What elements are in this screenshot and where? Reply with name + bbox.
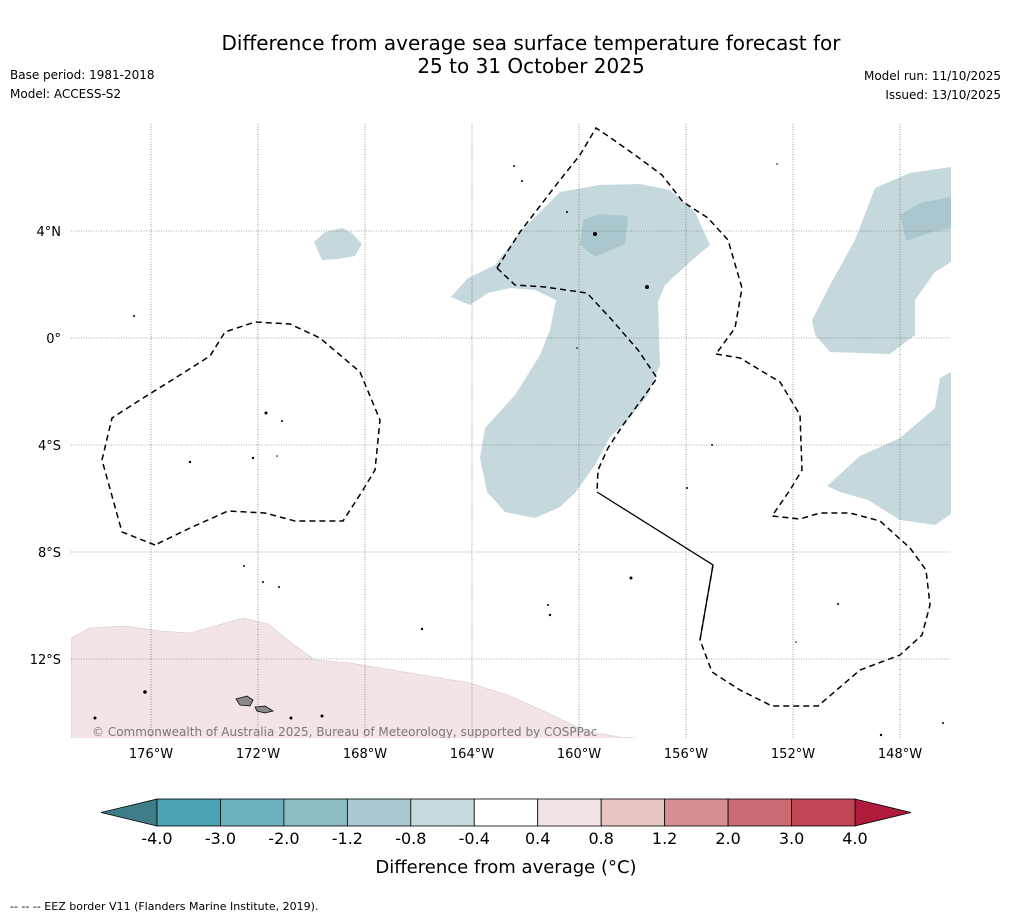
cool-anomaly-central <box>451 184 710 518</box>
colorbar-tick-label: 4.0 <box>842 829 867 848</box>
colorbar-extend-low <box>100 798 158 827</box>
colorbar-segment <box>156 798 221 827</box>
longitude-tick-label: 168°W <box>343 747 387 762</box>
colorbar-tick-label: 0.4 <box>525 829 550 848</box>
cool-anomaly-east-lower <box>827 372 951 525</box>
island-dot <box>879 733 883 737</box>
colorbar-tick-label: 3.0 <box>779 829 804 848</box>
longitude-tick-label: 148°W <box>878 747 922 762</box>
model-run-date: Model run: 11/10/2025 <box>863 69 1001 83</box>
island-dot <box>942 722 944 724</box>
samoa-island-savaii <box>235 695 254 707</box>
island-dot <box>143 690 147 694</box>
warm-anomaly-region <box>71 617 638 738</box>
island-dot <box>776 163 778 165</box>
cool-anomaly-central-core <box>580 214 628 257</box>
longitude-tick-label: 164°W <box>450 747 494 762</box>
colorbar-segment <box>346 798 412 827</box>
samoa-island-upolu <box>254 705 275 714</box>
island-dot <box>795 641 797 643</box>
title-line-2: 25 to 31 October 2025 <box>417 54 645 78</box>
island-dot <box>276 455 278 457</box>
island-dot <box>645 285 649 289</box>
colorbar-segment <box>791 798 856 827</box>
island-dot <box>320 714 324 718</box>
colorbar-segment <box>727 798 792 827</box>
colorbar-segment <box>664 798 729 827</box>
colorbar: -4.0 -3.0 -2.0 -1.2 -0.8 -0.4 0.4 0.8 1.2 2.0 3.0 4… <box>100 798 912 848</box>
colorbar-tick-label: 2.0 <box>715 829 740 848</box>
title-line-1: Difference from average sea surface temp… <box>221 31 841 55</box>
colorbar-tick-label: -0.4 <box>459 829 490 848</box>
colorbar-extend-high <box>854 798 912 827</box>
small-islands <box>93 163 944 737</box>
island-dot <box>576 347 578 349</box>
longitude-tick-label: 176°W <box>129 747 173 762</box>
colorbar-segment <box>600 798 666 827</box>
model-name: Model: ACCESS-S2 <box>10 87 122 101</box>
island-dot <box>243 565 245 567</box>
latitude-tick-label: 8°S <box>38 546 61 561</box>
island-dot <box>711 444 713 446</box>
issued-date: Issued: 13/10/2025 <box>885 88 1001 102</box>
base-period: Base period: 1981-2018 <box>10 68 155 82</box>
eez-border-solid-segment <box>596 491 714 641</box>
island-dot <box>93 716 97 720</box>
island-dot <box>251 456 255 460</box>
island-dot <box>281 420 283 422</box>
island-dot <box>521 180 523 182</box>
island-dot <box>420 627 424 631</box>
longitude-tick-label: 152°W <box>771 747 815 762</box>
map-area: © Commonwealth of Australia 2025, Bureau… <box>71 124 951 739</box>
longitude-tick-label: 156°W <box>664 747 708 762</box>
longitude-labels: 176°W 172°W 168°W 164°W 160°W 156°W 152°W 148°W <box>129 747 922 762</box>
eez-border-tokelau <box>101 321 381 546</box>
eez-border-cook-jarvis <box>496 267 658 493</box>
latitude-tick-label: 4°S <box>38 439 61 454</box>
colorbar-segment <box>410 798 475 827</box>
eez-border-kiribati-line-north <box>496 126 743 355</box>
colorbar-segment <box>537 798 602 827</box>
colorbar-tick-label: -2.0 <box>268 829 299 848</box>
copyright-notice: © Commonwealth of Australia 2025, Bureau… <box>92 725 597 739</box>
colorbar-tick-label: 0.8 <box>588 829 613 848</box>
colorbar-segment <box>220 798 285 827</box>
island-dot <box>262 581 264 583</box>
island-dot <box>188 460 192 464</box>
cool-anomaly-east-core <box>900 197 951 241</box>
colorbar-segment <box>283 798 348 827</box>
island-dot <box>629 576 633 580</box>
latitude-tick-label: 12°S <box>30 653 61 668</box>
latitude-tick-label: 4°N <box>37 225 62 240</box>
longitude-tick-label: 172°W <box>236 747 280 762</box>
island-dot <box>548 613 552 617</box>
island-dot <box>593 232 597 236</box>
colorbar-tick-label: -4.0 <box>141 829 172 848</box>
island-dot <box>264 411 268 415</box>
island-dot <box>686 487 688 489</box>
island-dot <box>278 586 280 588</box>
colorbar-segment <box>473 798 539 827</box>
colorbar-tick-label: -3.0 <box>205 829 236 848</box>
chart-title: Difference from average sea surface temp… <box>0 32 1011 78</box>
colorbar-tick-label: -0.8 <box>395 829 426 848</box>
model-info: Base period: 1981-2018 Model: ACCESS-S2 <box>10 66 155 104</box>
latitude-labels: 4°N 0° 4°S 8°S 12°S <box>30 225 61 668</box>
latitude-tick-label: 0° <box>46 332 61 347</box>
eez-border-footnote: -- -- -- EEZ border V11 (Flanders Marine… <box>10 900 319 913</box>
colorbar-tick-label: -1.2 <box>332 829 363 848</box>
island-dot <box>837 603 839 605</box>
island-dot <box>513 165 515 167</box>
gridlines <box>71 124 951 738</box>
colorbar-tick-label: 1.2 <box>652 829 677 848</box>
island-dot <box>547 604 549 606</box>
cool-anomaly-small-north <box>314 228 362 260</box>
colorbar-label: Difference from average (°C) <box>375 857 636 878</box>
longitude-tick-label: 160°W <box>557 747 601 762</box>
island-dot <box>289 716 293 720</box>
run-info: Model run: 11/10/2025 Issued: 13/10/2025 <box>864 67 1001 105</box>
island-dot <box>133 315 135 317</box>
island-dot <box>566 211 568 213</box>
